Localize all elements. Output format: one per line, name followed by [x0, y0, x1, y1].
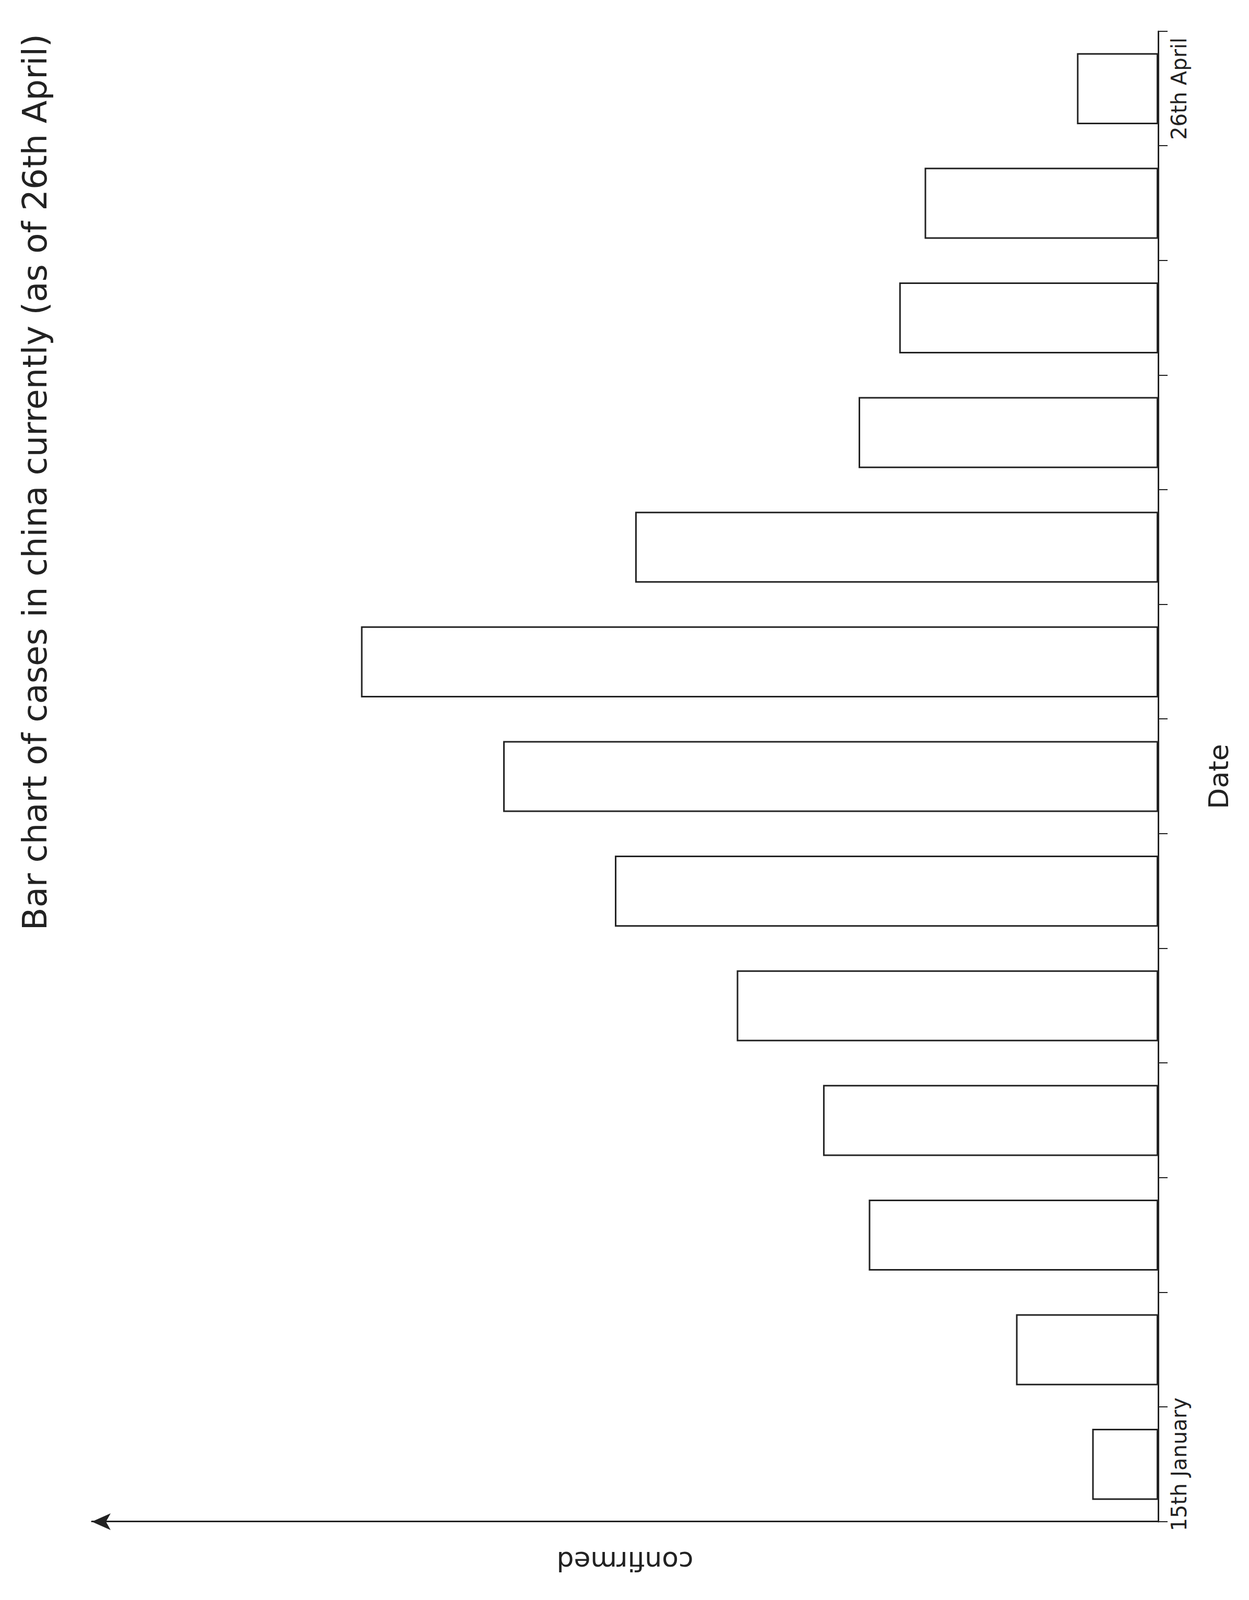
svg-text:confirmed: confirmed	[556, 1545, 694, 1577]
svg-text:15th January: 15th January	[1167, 1397, 1192, 1531]
svg-text:26th April: 26th April	[1167, 37, 1192, 140]
svg-text:Bar chart of cases in china cu: Bar chart of cases in china currently (a…	[15, 33, 55, 931]
svg-text:Date: Date	[1203, 743, 1235, 809]
